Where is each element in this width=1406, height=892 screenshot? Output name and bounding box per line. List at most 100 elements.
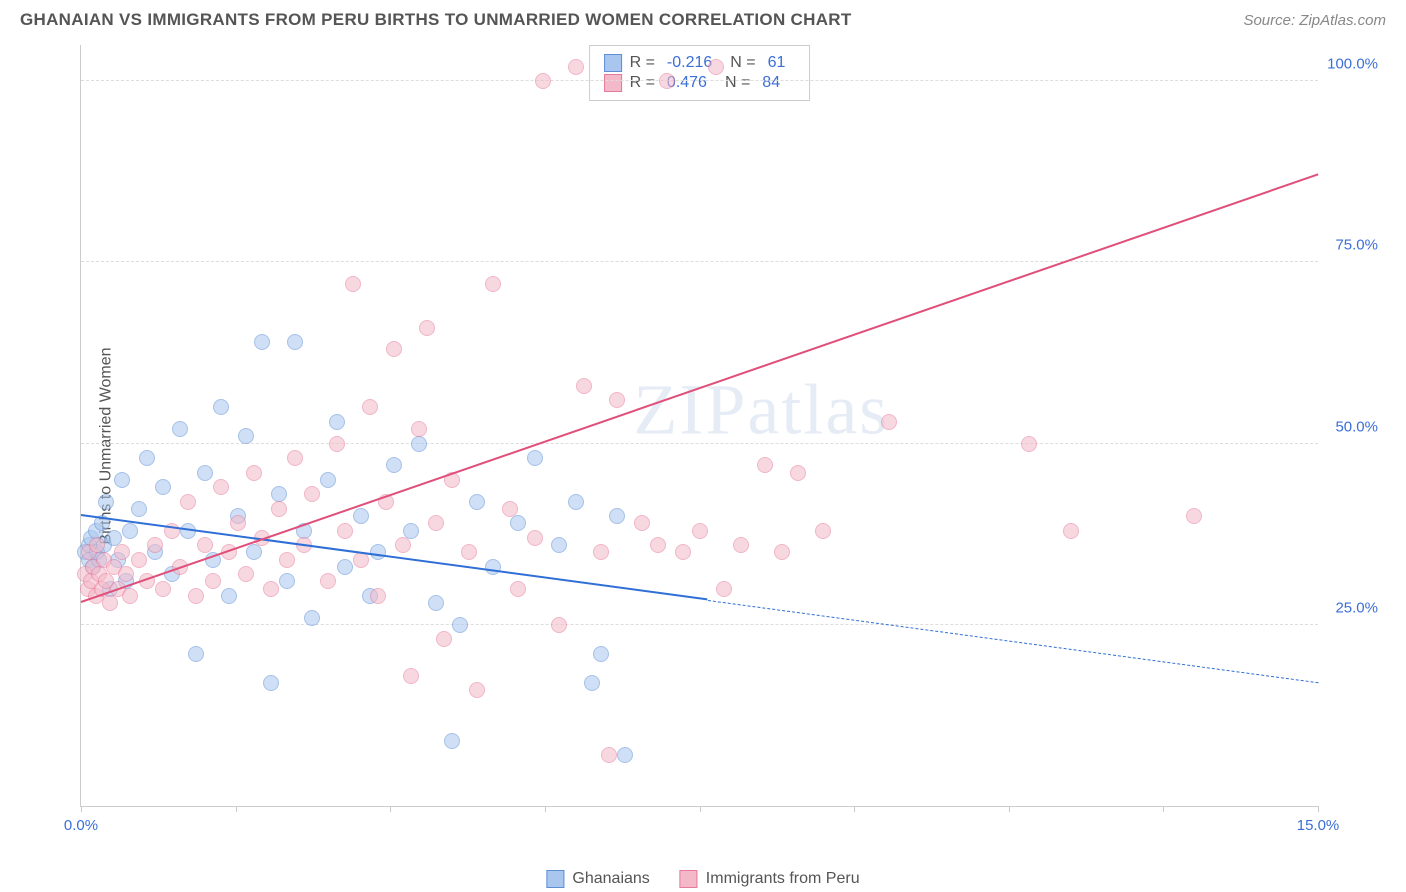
legend-swatch bbox=[680, 870, 698, 888]
legend-n-label: N = bbox=[730, 54, 755, 72]
data-point bbox=[675, 544, 691, 560]
legend-row: R =-0.216N =61 bbox=[604, 54, 796, 72]
data-point bbox=[118, 566, 134, 582]
source-label: Source: ZipAtlas.com bbox=[1243, 12, 1386, 29]
y-tick-label: 100.0% bbox=[1323, 56, 1378, 73]
data-point bbox=[609, 392, 625, 408]
watermark: ZIPatlas bbox=[633, 369, 889, 452]
data-point bbox=[881, 414, 897, 430]
data-point bbox=[535, 73, 551, 89]
data-point bbox=[692, 523, 708, 539]
data-point bbox=[436, 631, 452, 647]
data-point bbox=[205, 573, 221, 589]
data-point bbox=[246, 544, 262, 560]
data-point bbox=[551, 617, 567, 633]
data-point bbox=[139, 450, 155, 466]
data-point bbox=[279, 573, 295, 589]
data-point bbox=[271, 501, 287, 517]
legend-swatch bbox=[604, 74, 622, 92]
data-point bbox=[428, 515, 444, 531]
data-point bbox=[593, 646, 609, 662]
legend-swatch bbox=[604, 54, 622, 72]
data-point bbox=[370, 588, 386, 604]
data-point bbox=[444, 733, 460, 749]
data-point bbox=[452, 617, 468, 633]
data-point bbox=[337, 523, 353, 539]
data-point bbox=[527, 530, 543, 546]
trend-line bbox=[81, 174, 1319, 603]
data-point bbox=[279, 552, 295, 568]
legend-r-value: -0.216 bbox=[667, 54, 712, 72]
data-point bbox=[122, 523, 138, 539]
data-point bbox=[238, 566, 254, 582]
data-point bbox=[815, 523, 831, 539]
data-point bbox=[403, 668, 419, 684]
data-point bbox=[634, 515, 650, 531]
legend-item: Immigrants from Peru bbox=[680, 870, 860, 888]
legend-r-label: R = bbox=[630, 54, 655, 72]
gridline bbox=[81, 261, 1318, 262]
data-point bbox=[510, 581, 526, 597]
data-point bbox=[320, 472, 336, 488]
data-point bbox=[131, 552, 147, 568]
series-legend: GhanaiansImmigrants from Peru bbox=[546, 870, 859, 888]
data-point bbox=[757, 457, 773, 473]
data-point bbox=[510, 515, 526, 531]
x-tick-label: 15.0% bbox=[1297, 817, 1340, 834]
data-point bbox=[609, 508, 625, 524]
data-point bbox=[122, 588, 138, 604]
x-tick bbox=[545, 806, 546, 812]
data-point bbox=[304, 486, 320, 502]
data-point bbox=[469, 494, 485, 510]
gridline bbox=[81, 80, 1318, 81]
data-point bbox=[221, 588, 237, 604]
plot-region: ZIPatlas R =-0.216N =61R =0.476N =84 25.… bbox=[80, 45, 1318, 807]
data-point bbox=[403, 523, 419, 539]
data-point bbox=[1021, 436, 1037, 452]
data-point bbox=[329, 436, 345, 452]
data-point bbox=[419, 320, 435, 336]
correlation-legend: R =-0.216N =61R =0.476N =84 bbox=[589, 45, 811, 101]
data-point bbox=[320, 573, 336, 589]
data-point bbox=[395, 537, 411, 553]
data-point bbox=[659, 73, 675, 89]
x-tick-label: 0.0% bbox=[64, 817, 98, 834]
data-point bbox=[155, 581, 171, 597]
data-point bbox=[502, 501, 518, 517]
data-point bbox=[131, 501, 147, 517]
legend-r-label: R = bbox=[630, 74, 655, 92]
legend-row: R =0.476N =84 bbox=[604, 74, 796, 92]
data-point bbox=[114, 544, 130, 560]
data-point bbox=[246, 465, 262, 481]
y-tick-label: 25.0% bbox=[1323, 599, 1378, 616]
data-point bbox=[551, 537, 567, 553]
chart-title: GHANAIAN VS IMMIGRANTS FROM PERU BIRTHS … bbox=[20, 10, 852, 30]
data-point bbox=[304, 610, 320, 626]
data-point bbox=[576, 378, 592, 394]
data-point bbox=[1063, 523, 1079, 539]
data-point bbox=[386, 457, 402, 473]
data-point bbox=[147, 537, 163, 553]
trend-line bbox=[81, 514, 708, 600]
gridline bbox=[81, 624, 1318, 625]
data-point bbox=[617, 747, 633, 763]
data-point bbox=[362, 399, 378, 415]
x-tick bbox=[81, 806, 82, 812]
data-point bbox=[238, 428, 254, 444]
data-point bbox=[254, 334, 270, 350]
data-point bbox=[411, 436, 427, 452]
y-tick-label: 50.0% bbox=[1323, 418, 1378, 435]
data-point bbox=[601, 747, 617, 763]
gridline bbox=[81, 443, 1318, 444]
x-tick bbox=[1009, 806, 1010, 812]
data-point bbox=[485, 276, 501, 292]
data-point bbox=[708, 59, 724, 75]
y-tick-label: 75.0% bbox=[1323, 237, 1378, 254]
x-tick bbox=[236, 806, 237, 812]
legend-label: Immigrants from Peru bbox=[706, 870, 860, 888]
chart-area: ZIPatlas R =-0.216N =61R =0.476N =84 25.… bbox=[50, 45, 1388, 837]
legend-n-value: 84 bbox=[762, 74, 780, 92]
data-point bbox=[428, 595, 444, 611]
data-point bbox=[568, 494, 584, 510]
data-point bbox=[155, 479, 171, 495]
